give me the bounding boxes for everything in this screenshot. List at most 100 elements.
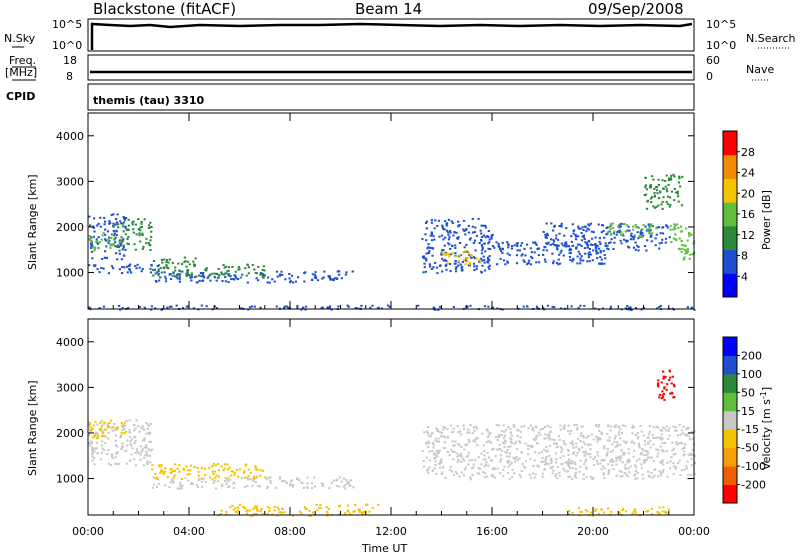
data-cell	[560, 249, 563, 252]
data-cell	[159, 465, 162, 468]
data-cell	[156, 477, 159, 480]
data-cell	[689, 253, 692, 256]
data-cell	[202, 272, 205, 274]
data-cell	[691, 437, 694, 440]
data-cell	[469, 424, 472, 426]
data-cell	[174, 269, 177, 272]
data-cell	[106, 422, 109, 425]
data-cell	[217, 480, 220, 483]
data-cell	[641, 448, 644, 450]
data-cell	[689, 454, 692, 456]
data-cell	[550, 461, 553, 464]
data-cell	[452, 473, 456, 476]
data-cell	[114, 434, 118, 437]
data-cell	[620, 242, 623, 245]
data-cell	[507, 243, 510, 246]
data-cell	[683, 248, 686, 251]
data-cell	[430, 221, 433, 224]
data-cell	[335, 484, 338, 487]
data-cell	[224, 477, 227, 480]
data-cell	[107, 426, 110, 429]
data-cell	[589, 443, 592, 446]
data-cell	[532, 429, 535, 432]
data-cell	[443, 228, 446, 231]
data-cell	[149, 267, 152, 270]
data-cell	[474, 239, 477, 242]
data-cell	[611, 449, 615, 452]
x-tick-label: 00:00	[678, 525, 710, 538]
data-cell	[670, 178, 673, 181]
data-cell	[126, 444, 129, 447]
data-cell	[637, 246, 640, 248]
data-cell	[141, 448, 144, 451]
data-cell	[440, 458, 443, 461]
data-cell	[438, 235, 441, 238]
data-cell	[626, 475, 629, 478]
data-cell	[648, 425, 651, 427]
data-cell	[680, 429, 684, 432]
data-cell	[120, 434, 123, 437]
data-cell	[452, 427, 455, 430]
data-cell	[677, 195, 680, 198]
data-cell	[107, 449, 110, 451]
data-cell	[676, 192, 679, 195]
data-cell	[668, 427, 671, 430]
data-cell	[480, 252, 484, 255]
data-cell	[220, 509, 223, 512]
data-cell	[662, 226, 665, 229]
data-cell	[458, 444, 461, 447]
data-cell	[642, 224, 645, 227]
data-cell	[278, 477, 281, 480]
data-cell	[463, 246, 466, 249]
data-cell	[566, 470, 569, 473]
data-cell	[480, 249, 484, 252]
data-cell	[480, 232, 483, 235]
data-cell	[683, 256, 686, 259]
data-cell	[585, 230, 588, 233]
data-cell	[534, 425, 538, 428]
date-title: 09/Sep/2008	[588, 0, 684, 18]
data-cell	[147, 224, 151, 227]
data-cell	[577, 437, 580, 440]
data-cell	[103, 448, 106, 451]
data-cell	[463, 258, 466, 261]
data-cell	[425, 456, 428, 459]
data-cell	[596, 438, 599, 441]
data-cell	[480, 235, 484, 238]
data-cell	[565, 227, 568, 230]
data-cell	[88, 424, 91, 427]
data-cell	[196, 486, 200, 488]
data-cell	[580, 239, 584, 242]
data-cell	[506, 455, 509, 458]
data-cell	[147, 242, 151, 244]
data-cell	[127, 218, 130, 221]
colorbar-tick-label: 4	[741, 270, 748, 283]
data-cell	[255, 477, 258, 480]
data-cell	[371, 304, 374, 307]
data-cell	[175, 275, 178, 278]
data-cell	[148, 431, 152, 434]
data-cell	[656, 226, 659, 229]
data-cell	[603, 477, 606, 479]
data-cell	[126, 228, 130, 231]
data-cell	[611, 459, 614, 462]
data-cell	[199, 272, 203, 274]
data-cell	[116, 426, 119, 429]
data-cell	[577, 227, 580, 230]
data-cell	[191, 482, 194, 485]
data-cell	[442, 435, 445, 438]
data-cell	[123, 254, 126, 257]
data-cell	[279, 273, 282, 276]
data-cell	[475, 265, 479, 268]
data-cell	[278, 274, 282, 277]
data-cell	[569, 251, 572, 254]
data-cell	[118, 249, 121, 252]
data-cell	[612, 461, 615, 464]
data-cell	[107, 431, 110, 434]
data-cell	[632, 510, 635, 513]
data-cell	[482, 471, 485, 473]
data-cell	[212, 473, 215, 475]
data-cell	[668, 370, 671, 373]
y-tick-label: 2000	[56, 221, 84, 234]
data-cell	[435, 427, 438, 430]
